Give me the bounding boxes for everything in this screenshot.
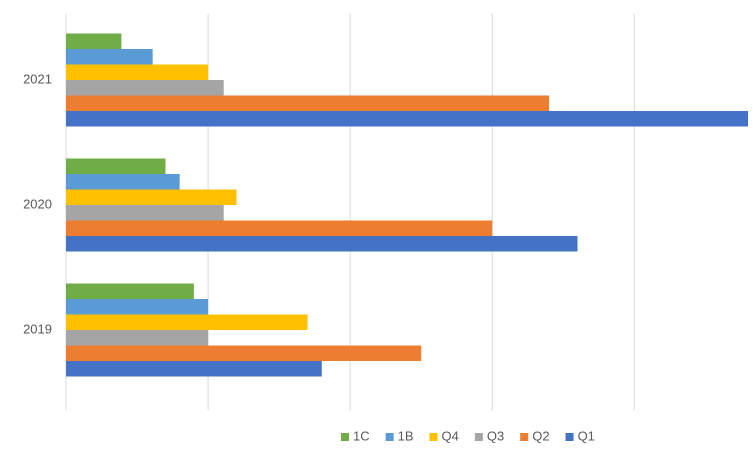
bar	[66, 33, 122, 49]
y-tick-label: 2021	[23, 71, 52, 86]
bar	[66, 158, 166, 174]
legend-swatch	[474, 433, 483, 441]
bar	[66, 205, 224, 221]
y-tick-label: 2019	[23, 321, 52, 336]
legend-swatch	[341, 433, 349, 441]
legend-swatch	[429, 433, 438, 441]
legend-label: Q1	[578, 428, 595, 443]
bar	[66, 49, 153, 65]
legend-swatch	[385, 433, 394, 441]
bar	[66, 236, 578, 252]
legend-swatch	[520, 433, 529, 441]
legend-label: 1B	[398, 428, 414, 443]
bar	[66, 174, 180, 190]
bar	[66, 95, 550, 111]
legend-label: Q2	[532, 428, 549, 443]
bar	[66, 299, 209, 315]
bar	[66, 330, 209, 346]
bar	[66, 283, 194, 299]
bar	[66, 111, 748, 127]
legend-label: 1C	[353, 428, 370, 443]
bar	[66, 361, 322, 377]
legend-label: Q4	[442, 428, 459, 443]
bar	[66, 220, 493, 236]
bar	[66, 64, 209, 80]
legend-swatch	[565, 433, 574, 441]
bar	[66, 189, 237, 205]
bar	[66, 345, 422, 361]
y-tick-label: 2020	[23, 196, 52, 211]
legend-label: Q3	[487, 428, 504, 443]
bar	[66, 314, 308, 330]
bar	[66, 80, 224, 96]
